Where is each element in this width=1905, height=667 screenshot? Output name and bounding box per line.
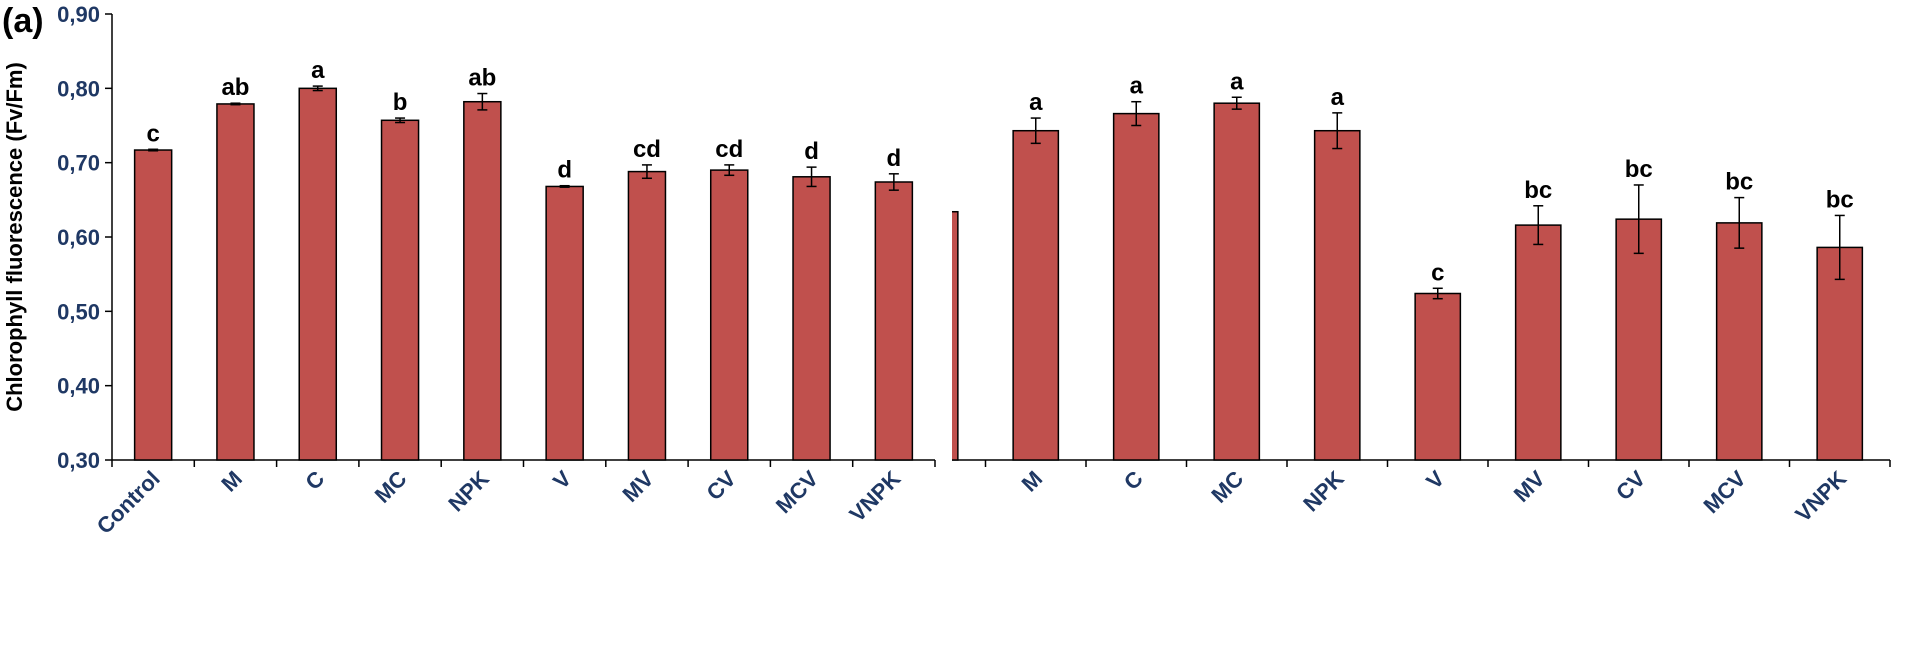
significance-label: d bbox=[804, 138, 819, 165]
bar-mc bbox=[380, 119, 420, 461]
significance-label: a bbox=[1230, 68, 1244, 95]
bar-mv bbox=[627, 170, 667, 461]
significance-label: a bbox=[1029, 89, 1043, 116]
significance-label: d bbox=[557, 157, 572, 184]
x-tick-label: VNPK bbox=[844, 466, 905, 527]
bar-mcv bbox=[1715, 222, 1763, 461]
y-tick-label: 0,60 bbox=[57, 225, 100, 250]
y-tick-label: 0,90 bbox=[57, 2, 100, 27]
bar-c bbox=[298, 87, 338, 461]
x-tick-label: C bbox=[300, 466, 329, 495]
x-tick-label: CV bbox=[1611, 466, 1651, 506]
x-tick-label: NPK bbox=[1298, 466, 1349, 517]
x-tick-label: C bbox=[1119, 466, 1148, 495]
y-tick-label: 0,50 bbox=[57, 299, 100, 324]
significance-label: cd bbox=[633, 136, 661, 163]
x-tick-label: NPK bbox=[443, 466, 494, 517]
bar-cv bbox=[709, 169, 749, 461]
x-tick-label: M bbox=[216, 466, 247, 497]
x-tick-label: V bbox=[1421, 466, 1449, 494]
significance-label: c bbox=[146, 120, 159, 147]
bar-cv bbox=[1615, 218, 1663, 461]
bar-npk bbox=[1313, 129, 1361, 461]
x-tick-label: MCV bbox=[771, 466, 823, 518]
significance-label: ab bbox=[468, 65, 496, 92]
x-tick-label: MC bbox=[1206, 466, 1248, 508]
significance-label: b bbox=[393, 89, 408, 116]
significance-label: bc bbox=[1524, 177, 1552, 204]
bar-v bbox=[1414, 292, 1462, 461]
bar-control bbox=[952, 210, 959, 461]
y-tick-label: 0,70 bbox=[57, 151, 100, 176]
x-tick-label: MC bbox=[370, 466, 412, 508]
x-tick-label: Control bbox=[92, 466, 165, 539]
x-tick-label: V bbox=[548, 466, 576, 494]
significance-label: bc bbox=[1826, 186, 1854, 213]
panel-label: (a) bbox=[2, 2, 44, 40]
significance-label: bc bbox=[1625, 156, 1653, 183]
x-tick-label: M bbox=[1017, 466, 1048, 497]
bar-npk bbox=[463, 100, 502, 461]
bar-m bbox=[1012, 129, 1060, 461]
bar-m bbox=[216, 103, 255, 461]
bar-vnpk bbox=[874, 181, 914, 461]
significance-label: bc bbox=[1725, 169, 1753, 196]
x-tick-label: MV bbox=[617, 466, 658, 507]
significance-label: c bbox=[1431, 259, 1444, 286]
significance-label: ab bbox=[221, 74, 249, 101]
bar-mv bbox=[1514, 224, 1562, 461]
chart-stomatal-conductance: (b)Stomatal conductance (mmol m⁻² s⁻¹)01… bbox=[952, 68, 1891, 527]
y-tick-label: 0,80 bbox=[57, 76, 100, 101]
significance-label: a bbox=[1331, 84, 1345, 111]
y-tick-label: 0,30 bbox=[57, 448, 100, 473]
significance-label: a bbox=[1130, 73, 1144, 100]
x-tick-label: MV bbox=[1509, 466, 1550, 507]
bar-v bbox=[545, 185, 584, 461]
y-tick-label: 0,40 bbox=[57, 374, 100, 399]
bar-mc bbox=[1213, 102, 1261, 461]
significance-label: d bbox=[887, 145, 902, 172]
chart-chlorophyll-fluorescence: (a) Chlorophyll fluorescence (Fv/Fm) 0,30 0… bbox=[2, 2, 936, 539]
significance-label: cd bbox=[715, 136, 743, 163]
bar-c bbox=[1112, 112, 1160, 461]
bar-control bbox=[133, 149, 173, 461]
x-tick-label: MCV bbox=[1699, 466, 1751, 518]
significance-label: a bbox=[311, 57, 325, 84]
x-tick-label: CV bbox=[701, 466, 741, 506]
y-axis-label: Chlorophyll fluorescence (Fv/Fm) bbox=[2, 62, 27, 412]
bar-mcv bbox=[792, 176, 831, 461]
x-tick-label: VNPK bbox=[1790, 466, 1851, 527]
